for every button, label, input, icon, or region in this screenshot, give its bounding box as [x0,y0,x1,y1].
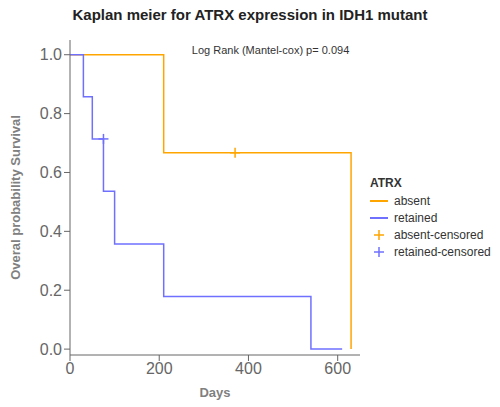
svg-text:0.6: 0.6 [40,164,62,181]
html-text:ATRX: ATRX [370,175,402,190]
svg-text:200: 200 [146,360,173,377]
html-text:retained: retained [394,210,438,225]
html-text:absent-censored: absent-censored [394,227,484,242]
svg-text:1.0: 1.0 [40,46,62,63]
html-text:retained-censored: retained-censored [394,244,491,259]
svg-text:0.8: 0.8 [40,105,62,122]
html-text:Kaplan meier for ATRX expressi: Kaplan meier for ATRX expression in IDH1… [72,6,428,23]
html-text:absent: absent [394,193,430,208]
svg-text:0.0: 0.0 [40,341,62,358]
svg-text:400: 400 [235,360,262,377]
svg-text:0.2: 0.2 [40,282,62,299]
svg-text:0.4: 0.4 [40,223,62,240]
html-text:Log Rank (Mantel-cox) p= 0.094: Log Rank (Mantel-cox) p= 0.094 [191,44,350,56]
svg-text:Days: Days [199,385,230,400]
svg-text:0: 0 [66,360,75,377]
svg-text:Overal probability Survival: Overal probability Survival [8,115,23,280]
svg-text:600: 600 [324,360,351,377]
